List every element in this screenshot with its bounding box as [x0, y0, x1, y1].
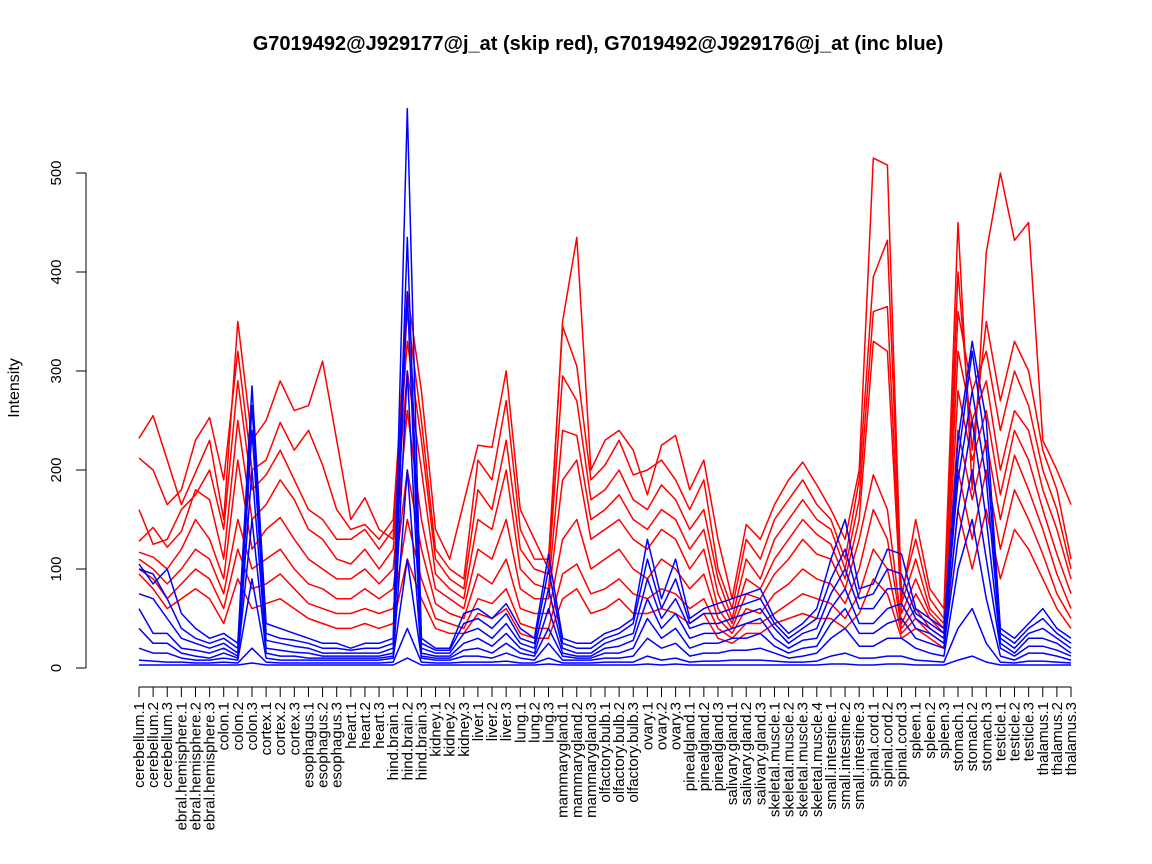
inc-blue-series-line-7 — [138, 607, 1072, 664]
x-tick-label: cerebellum.1 — [131, 702, 148, 788]
y-tick-label-100: 100 — [48, 556, 65, 581]
y-tick-label-200: 200 — [48, 457, 65, 482]
x-tick-label: lung.1 — [512, 702, 529, 743]
x-tick-label: salivary.gland.2 — [738, 702, 755, 805]
skip-red-series-line-5 — [138, 390, 1072, 635]
x-tick-label: small.intestine.1 — [823, 702, 840, 810]
x-tick-label: cerebellum.3 — [159, 702, 176, 788]
x-tick-label: pinealgland.1 — [682, 702, 699, 791]
x-tick-label: ebral.hemisphere.3 — [202, 702, 219, 830]
x-tick-label: pinealgland.3 — [710, 702, 727, 791]
inc-blue-series-line-1 — [138, 107, 1072, 649]
x-tick-label: heart.1 — [343, 702, 360, 749]
y-tick-label-400: 400 — [48, 259, 65, 284]
x-axis: cerebellum.1cerebellum.2cerebellum.3ebra… — [131, 686, 1080, 830]
y-axis-label: Intensity — [6, 358, 23, 418]
x-tick-label: lung.2 — [526, 702, 543, 743]
x-tick-label: heart.3 — [371, 702, 388, 749]
x-tick-label: stomach.3 — [978, 702, 995, 771]
x-tick-label: testicle.2 — [1007, 702, 1024, 761]
inc-blue-series-line-4 — [138, 370, 1072, 657]
x-tick-label: mammarygland.3 — [583, 702, 600, 818]
chart-title: G7019492@J929177@j_at (skip red), G70194… — [253, 33, 944, 55]
x-tick-label: skeletal.muscle.2 — [781, 702, 798, 817]
x-tick-label: cortex.3 — [286, 702, 303, 755]
x-tick-label: pinealgland.2 — [696, 702, 713, 791]
x-tick-label: esophagus.3 — [329, 702, 346, 788]
x-tick-label: mammarygland.2 — [569, 702, 586, 818]
x-tick-label: liver.2 — [484, 702, 501, 741]
x-tick-label: salivary.gland.1 — [724, 702, 741, 805]
skip-red-series-line-1 — [138, 157, 1072, 610]
x-tick-label: hind.brain.2 — [399, 702, 416, 780]
x-tick-label: cortex.1 — [258, 702, 275, 755]
x-tick-label: kidney.1 — [428, 702, 445, 757]
x-tick-label: kidney.3 — [456, 702, 473, 757]
x-tick-label: spinal.cord.3 — [894, 702, 911, 787]
x-tick-label: cortex.2 — [272, 702, 289, 755]
x-tick-label: testicle.1 — [992, 702, 1009, 761]
inc-blue-series-line-6 — [138, 518, 1072, 661]
y-axis: 0 100 200 300 400 500 — [48, 160, 87, 672]
x-tick-label: hind.brain.3 — [413, 702, 430, 780]
x-tick-label: olfactory.bulb.1 — [597, 702, 614, 803]
inc-blue-series-line-8 — [139, 655, 1071, 666]
x-tick-label: ovary.2 — [654, 702, 671, 750]
x-tick-label: ovary.1 — [639, 702, 656, 750]
x-tick-label: testicle.3 — [1021, 702, 1038, 761]
x-tick-label: esophagus.2 — [315, 702, 332, 788]
x-tick-label: heart.2 — [357, 702, 374, 749]
x-tick-label: spleen.1 — [908, 702, 925, 759]
x-tick-label: thalamus.3 — [1063, 702, 1080, 775]
skip-red-series-line-2 — [138, 239, 1072, 620]
inc-blue-series-line-5 — [138, 469, 1072, 659]
x-tick-label: stomach.1 — [950, 702, 967, 771]
x-tick-label: ebral.hemisphere.2 — [188, 702, 205, 830]
x-tick-label: colon.1 — [216, 702, 233, 750]
x-tick-label: olfactory.bulb.3 — [625, 702, 642, 803]
x-tick-label: ovary.3 — [668, 702, 685, 750]
x-tick-label: esophagus.1 — [301, 702, 318, 788]
x-tick-label: skeletal.muscle.1 — [767, 702, 784, 817]
x-tick-label: mammarygland.1 — [555, 702, 572, 818]
x-tick-label: skeletal.muscle.4 — [809, 702, 826, 817]
x-tick-label: ebral.hemisphere.1 — [173, 702, 190, 830]
skip-red-series-line-3 — [138, 305, 1072, 625]
x-tick-label: liver.1 — [470, 702, 487, 741]
y-tick-label-500: 500 — [48, 160, 65, 185]
y-tick-label-0: 0 — [48, 664, 65, 672]
x-tick-label: spleen.3 — [936, 702, 953, 759]
x-tick-label: skeletal.muscle.3 — [795, 702, 812, 817]
x-tick-label: small.intestine.2 — [837, 702, 854, 810]
x-tick-label: salivary.gland.3 — [752, 702, 769, 805]
series-layer — [138, 107, 1072, 666]
skip-red-series-line-4 — [138, 340, 1072, 630]
x-tick-label: olfactory.bulb.2 — [611, 702, 628, 803]
x-tick-label: kidney.2 — [442, 702, 459, 757]
x-tick-label: spinal.cord.2 — [879, 702, 896, 787]
x-tick-label: colon.2 — [230, 702, 247, 750]
x-tick-label: spleen.2 — [922, 702, 939, 759]
x-tick-label: thalamus.1 — [1035, 702, 1052, 775]
x-tick-label: colon.3 — [244, 702, 261, 750]
x-tick-label: stomach.2 — [964, 702, 981, 771]
x-tick-label: liver.3 — [498, 702, 515, 741]
x-tick-label: small.intestine.3 — [851, 702, 868, 810]
inc-blue-series-line-3 — [138, 291, 1072, 654]
x-tick-label: thalamus.2 — [1049, 702, 1066, 775]
inc-blue-series-line-2 — [138, 236, 1072, 651]
y-tick-label-300: 300 — [48, 358, 65, 383]
x-tick-label: hind.brain.1 — [385, 702, 402, 780]
x-tick-label: spinal.cord.1 — [865, 702, 882, 787]
x-tick-label: cerebellum.2 — [145, 702, 162, 788]
x-tick-label: lung.3 — [541, 702, 558, 743]
